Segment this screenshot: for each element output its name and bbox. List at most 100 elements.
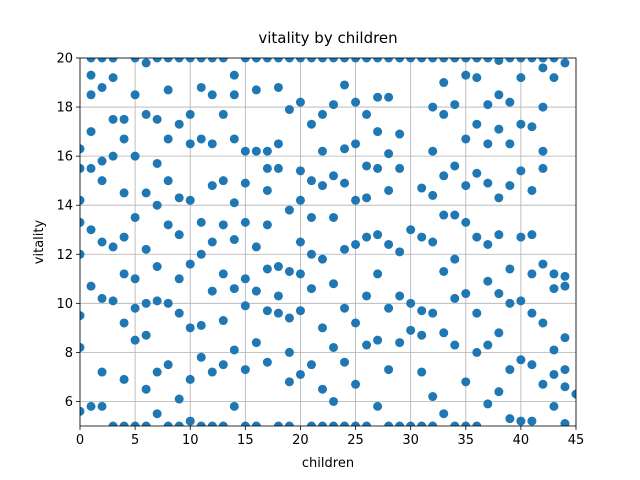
- point: [218, 176, 228, 186]
- point: [262, 306, 272, 316]
- point: [329, 58, 339, 63]
- point: [373, 127, 383, 137]
- point: [119, 188, 129, 198]
- point: [505, 139, 515, 149]
- point: [560, 382, 570, 392]
- point: [317, 181, 327, 191]
- point: [119, 421, 129, 426]
- point: [262, 58, 272, 63]
- point: [108, 114, 118, 124]
- point: [86, 127, 96, 137]
- plot-frame: [79, 57, 577, 427]
- point: [119, 318, 129, 328]
- point: [185, 109, 195, 119]
- point: [174, 421, 184, 426]
- point: [174, 230, 184, 240]
- point: [306, 421, 316, 426]
- point: [527, 416, 537, 426]
- point: [340, 244, 350, 254]
- point: [152, 409, 162, 419]
- point: [351, 97, 361, 107]
- point: [141, 384, 151, 394]
- point: [80, 144, 85, 154]
- point: [152, 262, 162, 272]
- point: [218, 109, 228, 119]
- point: [560, 281, 570, 291]
- point: [207, 367, 217, 377]
- point: [240, 421, 250, 426]
- point: [351, 139, 361, 149]
- point: [130, 274, 140, 284]
- point: [295, 306, 305, 316]
- x-tick-label: 30: [402, 433, 419, 448]
- point: [119, 269, 129, 279]
- point: [439, 171, 449, 181]
- point: [417, 232, 427, 242]
- point: [549, 284, 559, 294]
- chart-title: vitality by children: [258, 29, 397, 47]
- point: [351, 58, 361, 63]
- point: [207, 237, 217, 247]
- point: [384, 303, 394, 313]
- point: [516, 355, 526, 365]
- point: [262, 220, 272, 230]
- point: [284, 347, 294, 357]
- point: [494, 328, 504, 338]
- point: [119, 232, 129, 242]
- point: [229, 198, 239, 208]
- point: [439, 109, 449, 119]
- point: [251, 421, 261, 426]
- point: [207, 90, 217, 100]
- point: [417, 367, 427, 377]
- point: [229, 235, 239, 245]
- point: [384, 92, 394, 102]
- point: [262, 163, 272, 173]
- point: [362, 58, 372, 63]
- point: [527, 360, 537, 370]
- point: [119, 114, 129, 124]
- point: [229, 70, 239, 80]
- point: [329, 396, 339, 406]
- point: [450, 340, 460, 350]
- point: [395, 421, 405, 426]
- point: [163, 220, 173, 230]
- point: [273, 139, 283, 149]
- point: [196, 217, 206, 227]
- point: [406, 58, 416, 63]
- point: [527, 230, 537, 240]
- x-tick-label: 15: [237, 433, 254, 448]
- point: [218, 421, 228, 426]
- point: [384, 58, 394, 63]
- point: [97, 237, 107, 247]
- point: [516, 166, 526, 176]
- point: [483, 399, 493, 409]
- point: [340, 421, 350, 426]
- point: [549, 73, 559, 83]
- point: [538, 259, 548, 269]
- point: [472, 58, 482, 63]
- point: [86, 70, 96, 80]
- point: [439, 266, 449, 276]
- point: [163, 134, 173, 144]
- point: [329, 100, 339, 110]
- point: [505, 414, 515, 424]
- point: [373, 230, 383, 240]
- point: [218, 269, 228, 279]
- point: [196, 134, 206, 144]
- point: [86, 401, 96, 411]
- x-tick-label: 40: [513, 433, 530, 448]
- point: [538, 318, 548, 328]
- point: [86, 225, 96, 235]
- point: [185, 416, 195, 426]
- y-tick-label: 6: [65, 395, 73, 410]
- point: [86, 163, 96, 173]
- point: [284, 313, 294, 323]
- point: [273, 421, 283, 426]
- point: [417, 58, 427, 63]
- point: [207, 139, 217, 149]
- point: [329, 171, 339, 181]
- point: [262, 264, 272, 274]
- point: [483, 178, 493, 188]
- point: [108, 296, 118, 306]
